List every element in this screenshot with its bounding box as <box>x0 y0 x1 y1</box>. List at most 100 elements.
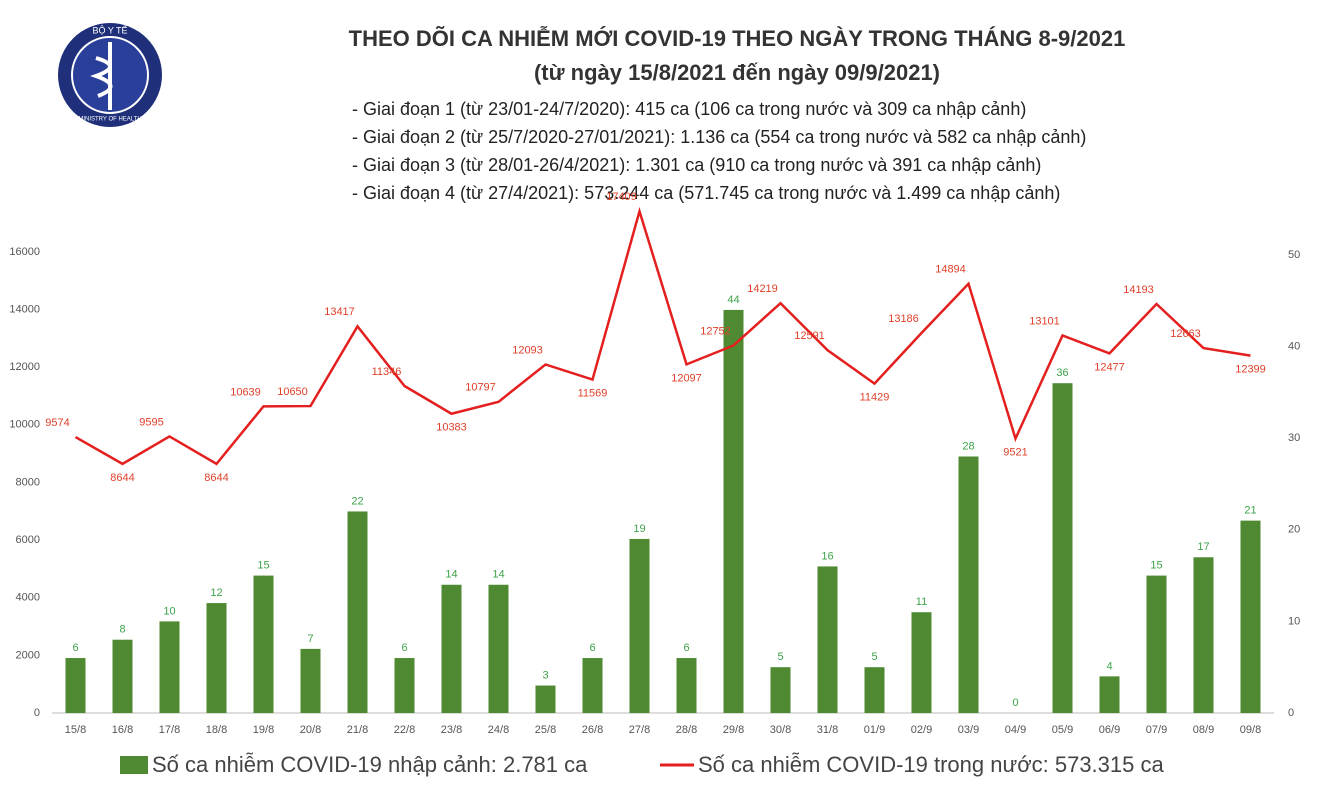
y2-tick-label: 50 <box>1288 249 1300 261</box>
bar <box>347 511 368 713</box>
bar <box>65 658 86 713</box>
bar-value-label: 5 <box>777 651 783 663</box>
bar-value-label: 17 <box>1197 541 1209 553</box>
legend-label: Số ca nhiễm COVID-19 nhập cảnh: 2.781 ca <box>152 752 588 777</box>
bar-value-label: 6 <box>72 642 78 654</box>
bar-value-label: 22 <box>351 495 363 507</box>
bar-value-label: 36 <box>1056 367 1068 379</box>
bar <box>488 584 509 713</box>
x-tick-label: 26/8 <box>582 724 603 736</box>
bar-value-label: 21 <box>1244 505 1256 517</box>
y-tick-label: 2000 <box>16 649 40 661</box>
annotation: - Giai đoạn 1 (từ 23/01-24/7/2020): 415 … <box>352 99 1026 119</box>
line-value-label: 13101 <box>1029 315 1060 327</box>
x-tick-label: 06/9 <box>1099 724 1120 736</box>
logo: BỘ Y TẾ MINISTRY OF HEALTH <box>58 23 162 127</box>
bar-value-label: 11 <box>916 596 927 608</box>
x-tick-label: 05/9 <box>1052 724 1073 736</box>
bar-value-label: 5 <box>871 651 877 663</box>
bar <box>864 667 885 713</box>
line-value-label: 13186 <box>888 313 919 325</box>
line-value-label: 12591 <box>794 330 825 342</box>
x-tick-label: 22/8 <box>394 724 415 736</box>
line-value-label: 9595 <box>139 416 163 428</box>
bar <box>1193 557 1214 713</box>
line-value-label: 12097 <box>671 372 702 384</box>
x-tick-label: 09/8 <box>1240 724 1261 736</box>
y-tick-label: 4000 <box>16 592 40 604</box>
line-value-label: 10383 <box>436 422 467 434</box>
x-tick-label: 08/9 <box>1193 724 1214 736</box>
x-tick-label: 21/8 <box>347 724 368 736</box>
bar <box>1099 676 1120 713</box>
logo-symbol <box>90 42 113 110</box>
bar <box>206 603 227 713</box>
bar <box>535 685 556 713</box>
bar-value-label: 16 <box>821 550 833 562</box>
annotation: - Giai đoạn 4 (từ 27/4/2021): 573.244 ca… <box>352 183 1060 203</box>
bar-value-label: 19 <box>633 523 645 535</box>
x-tick-label: 15/8 <box>65 724 86 736</box>
line-value-label: 13417 <box>324 306 355 318</box>
bar <box>300 648 321 713</box>
line-value-label: 10650 <box>277 386 308 398</box>
logo-text: MINISTRY OF HEALTH <box>78 117 141 123</box>
legend-label: Số ca nhiễm COVID-19 trong nước: 573.315… <box>698 752 1164 777</box>
line-value-label: 12752 <box>700 325 731 337</box>
line-value-label: 11429 <box>860 392 890 404</box>
y-tick-label: 8000 <box>16 476 40 488</box>
x-tick-label: 16/8 <box>112 724 133 736</box>
bar <box>441 584 462 713</box>
bar-value-label: 28 <box>962 440 974 452</box>
line-value-label: 12477 <box>1094 361 1125 373</box>
line-value-label: 11346 <box>372 366 402 378</box>
line-value-label: 14894 <box>935 264 966 276</box>
line-value-label: 8644 <box>110 472 134 484</box>
line-value-label: 9521 <box>1003 447 1027 459</box>
x-tick-label: 28/8 <box>676 724 697 736</box>
bar <box>958 456 979 713</box>
y2-tick-label: 30 <box>1288 432 1300 444</box>
bar-value-label: 15 <box>1150 559 1162 571</box>
y-tick-label: 6000 <box>16 534 40 546</box>
x-tick-label: 29/8 <box>723 724 744 736</box>
y2-tick-label: 10 <box>1288 615 1300 627</box>
x-tick-label: 27/8 <box>629 724 650 736</box>
line-value-label: 17409 <box>606 191 637 203</box>
x-tick-label: 04/9 <box>1005 724 1026 736</box>
x-tick-label: 19/8 <box>253 724 274 736</box>
line-value-label: 14219 <box>747 283 778 295</box>
x-tick-label: 02/9 <box>911 724 932 736</box>
annotation: - Giai đoạn 2 (từ 25/7/2020-27/01/2021):… <box>352 127 1086 147</box>
bar-value-label: 0 <box>1012 697 1018 709</box>
bar <box>676 658 697 713</box>
line-value-label: 11569 <box>578 387 608 399</box>
bar-value-label: 10 <box>163 605 175 617</box>
line-value-label: 9574 <box>45 417 69 429</box>
y2-tick-label: 40 <box>1288 340 1300 352</box>
y-tick-label: 16000 <box>9 246 40 258</box>
line-value-label: 12663 <box>1170 328 1201 340</box>
bar <box>112 639 133 713</box>
bar <box>1146 575 1167 713</box>
x-tick-label: 01/9 <box>864 724 885 736</box>
bar <box>394 658 415 713</box>
bar-value-label: 14 <box>492 569 504 581</box>
line-value-label: 10797 <box>465 382 496 394</box>
logo-text: BỘ Y TẾ <box>92 25 127 35</box>
x-tick-label: 30/8 <box>770 724 791 736</box>
bar <box>629 538 650 713</box>
x-tick-label: 17/8 <box>159 724 180 736</box>
x-tick-label: 25/8 <box>535 724 556 736</box>
bar-value-label: 6 <box>683 642 689 654</box>
annotation: - Giai đoạn 3 (từ 28/01-26/4/2021): 1.30… <box>352 155 1041 175</box>
x-tick-label: 31/8 <box>817 724 838 736</box>
bar <box>817 566 838 713</box>
y2-tick-label: 0 <box>1288 707 1294 719</box>
bar-value-label: 4 <box>1106 660 1112 672</box>
line-value-label: 12399 <box>1235 364 1266 376</box>
line-value-label: 12093 <box>512 344 543 356</box>
bar <box>582 658 603 713</box>
bar <box>1052 383 1073 713</box>
